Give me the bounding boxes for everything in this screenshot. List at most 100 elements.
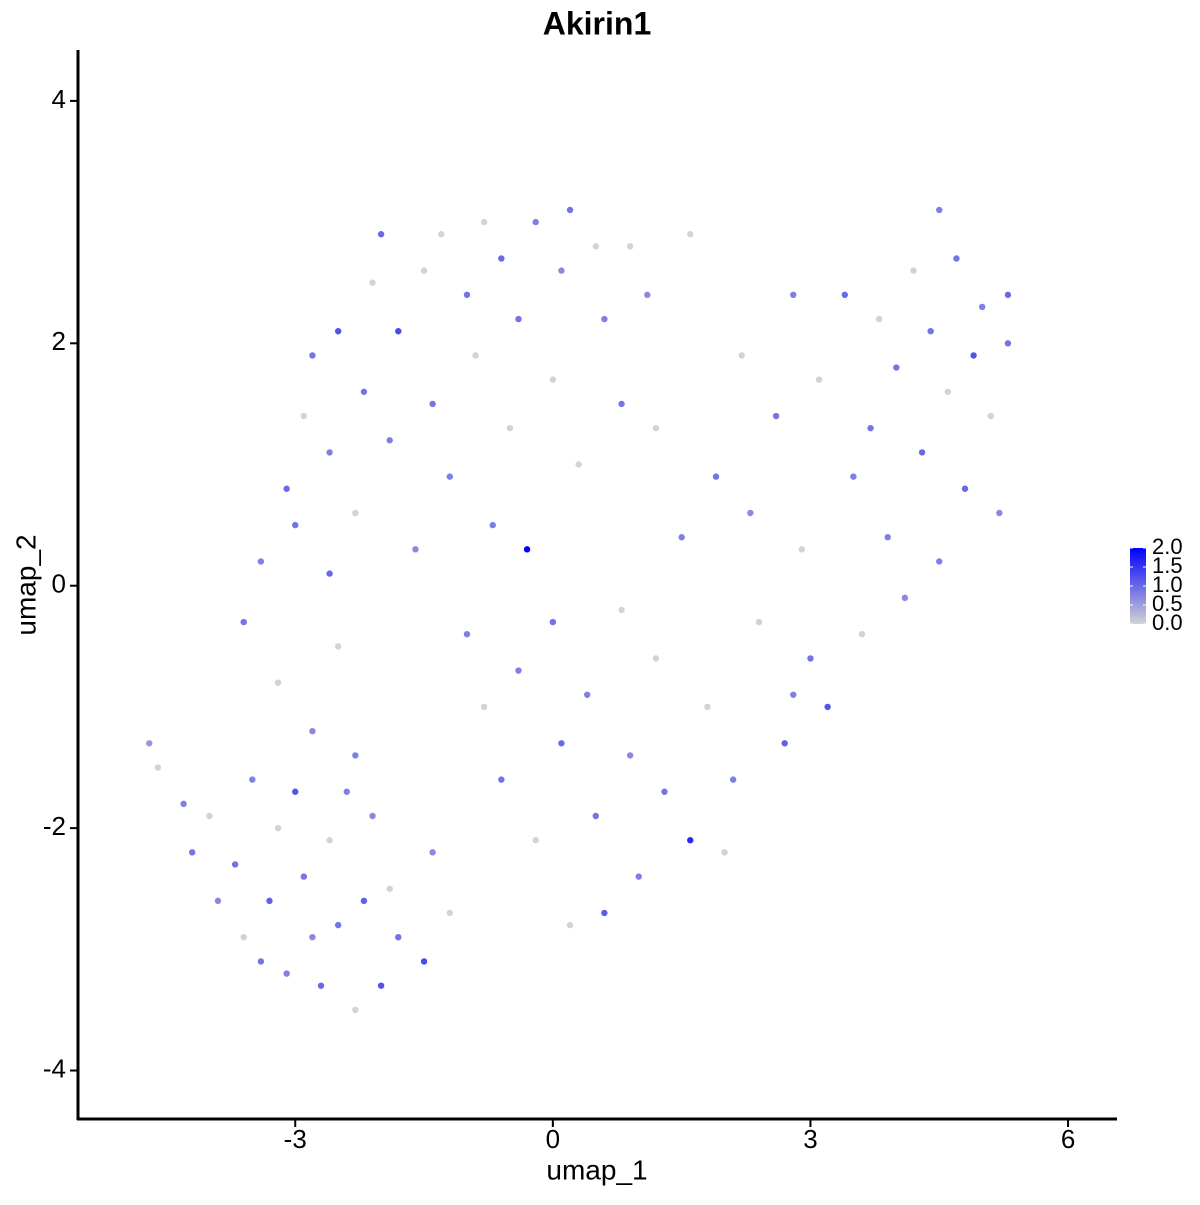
point	[214, 897, 222, 905]
point	[1004, 291, 1012, 299]
point	[429, 849, 436, 856]
point	[961, 485, 969, 492]
point	[257, 558, 265, 565]
point	[377, 231, 385, 238]
point	[601, 909, 608, 917]
colorbar-label: 1.0	[1152, 572, 1183, 597]
point	[815, 376, 823, 383]
point	[901, 594, 909, 602]
point	[1004, 340, 1012, 347]
point	[249, 776, 256, 783]
point	[395, 327, 402, 335]
point	[652, 655, 660, 662]
x-tick-label: -3	[284, 1124, 307, 1154]
point	[446, 473, 454, 480]
point	[644, 291, 651, 299]
point	[970, 352, 977, 359]
point	[884, 534, 891, 541]
point	[687, 837, 694, 844]
colorbar-label: 1.5	[1152, 553, 1183, 578]
point	[292, 521, 299, 529]
point	[206, 812, 213, 820]
point	[936, 206, 943, 214]
point	[300, 873, 308, 880]
point	[146, 740, 153, 747]
point	[369, 812, 376, 820]
point	[326, 570, 333, 577]
point	[558, 740, 565, 747]
point	[618, 400, 625, 408]
point	[472, 352, 479, 359]
point	[678, 534, 685, 541]
point	[944, 388, 952, 395]
point	[592, 812, 599, 820]
point	[395, 933, 402, 941]
point	[480, 703, 488, 711]
point	[300, 412, 308, 420]
point	[798, 546, 806, 553]
point	[506, 424, 514, 432]
point	[918, 449, 926, 456]
point	[575, 461, 582, 468]
point	[266, 897, 273, 905]
point	[515, 667, 522, 674]
point	[283, 485, 290, 492]
point	[532, 218, 539, 226]
point	[566, 206, 574, 214]
point	[257, 958, 265, 965]
point	[566, 921, 574, 929]
point	[875, 315, 883, 323]
point	[987, 412, 994, 420]
point	[978, 303, 986, 311]
point	[626, 243, 634, 250]
point	[360, 897, 368, 905]
x-tick-label: 0	[546, 1124, 560, 1154]
point	[893, 364, 900, 371]
point	[850, 473, 857, 480]
point	[463, 630, 471, 638]
point	[549, 376, 557, 383]
point	[729, 776, 737, 783]
point	[824, 703, 831, 711]
point	[334, 327, 342, 335]
point	[154, 764, 162, 771]
point	[386, 885, 393, 892]
point	[626, 752, 634, 759]
point	[498, 776, 505, 783]
colorbar	[1130, 548, 1146, 624]
point	[790, 691, 797, 698]
point	[343, 788, 350, 795]
x-tick-label: 3	[803, 1124, 817, 1154]
y-tick-label: -4	[43, 1053, 66, 1083]
y-axis-title: umap_2	[10, 534, 41, 635]
point	[498, 255, 505, 262]
point	[618, 606, 625, 614]
point	[420, 958, 428, 965]
point	[309, 727, 316, 735]
point	[652, 424, 660, 432]
point	[721, 849, 728, 856]
point	[326, 837, 333, 844]
point	[412, 546, 419, 553]
point	[386, 437, 393, 444]
colorbar-label: 0.0	[1152, 610, 1183, 635]
point	[369, 279, 376, 286]
colorbar-label: 2.0	[1152, 534, 1183, 559]
point	[334, 921, 342, 929]
point	[755, 618, 763, 626]
point	[704, 703, 711, 711]
point	[549, 618, 557, 626]
point	[189, 849, 196, 856]
point	[429, 400, 436, 408]
point	[480, 218, 488, 226]
point	[180, 800, 187, 808]
point	[438, 231, 445, 238]
x-axis-title: umap_1	[546, 1154, 647, 1185]
point	[867, 424, 874, 432]
point	[772, 412, 780, 420]
point	[523, 546, 531, 553]
point	[953, 255, 960, 262]
point	[446, 909, 454, 917]
point	[996, 509, 1003, 517]
